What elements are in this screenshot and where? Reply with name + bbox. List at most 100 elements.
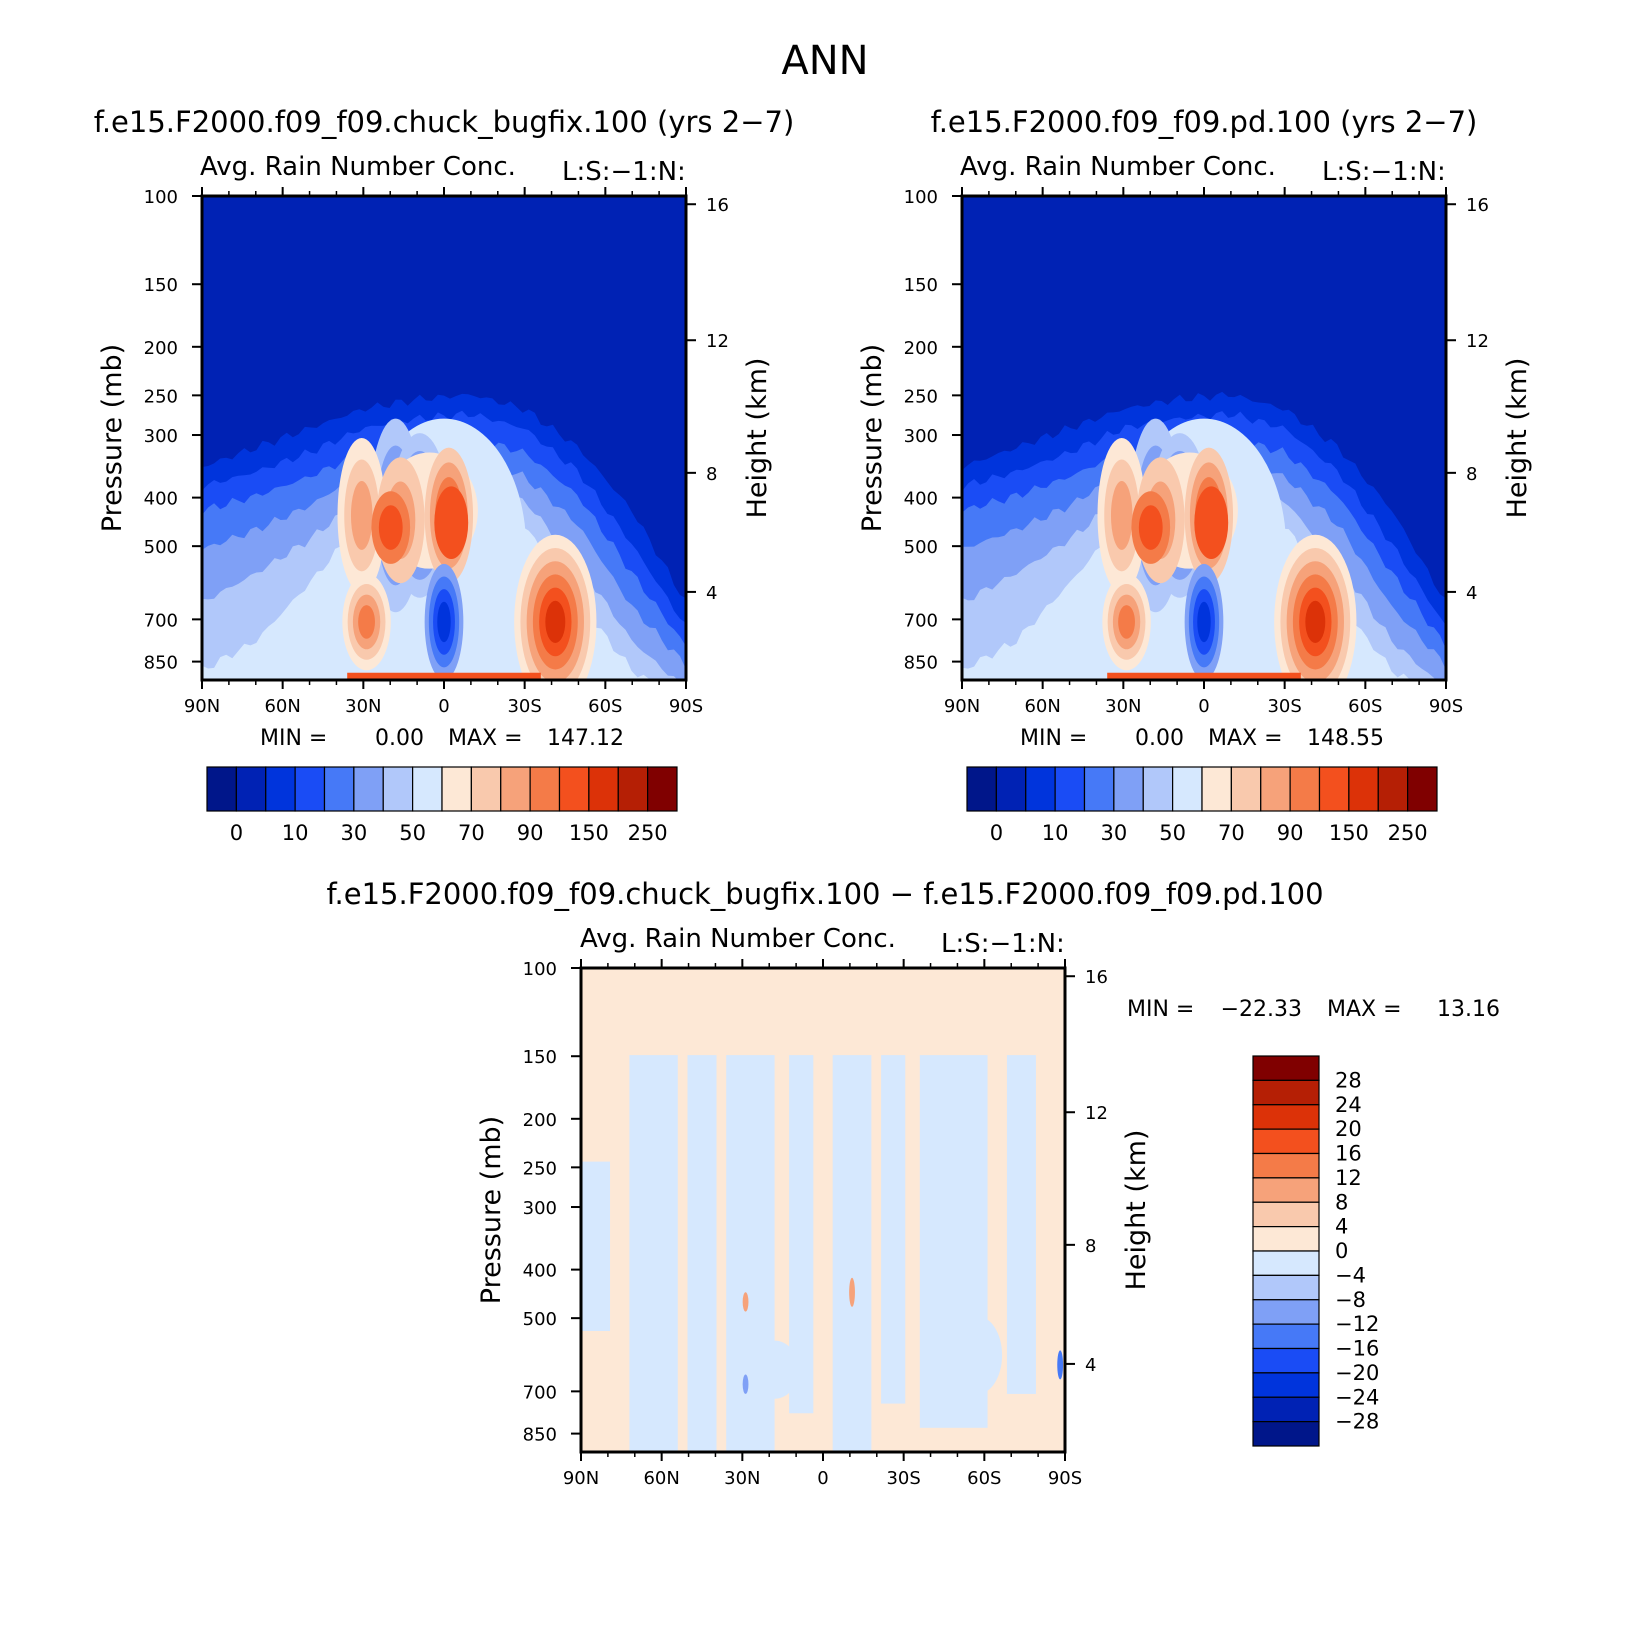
panel-1-contour-blob: [545, 600, 566, 644]
panel-1-ytick-label: 400: [144, 489, 178, 510]
colorbar-swatch: [1252, 1274, 1320, 1301]
panel-1-contour-blob: [434, 486, 469, 559]
panel-3-xtick-label: 60N: [643, 1468, 679, 1489]
panel-2-contour-blob: [1110, 481, 1133, 550]
panel-2-min-value: 0.00: [1135, 726, 1184, 751]
panel-1-ytick-label: 100: [144, 187, 178, 208]
panel-2-max-value: 148.55: [1307, 726, 1384, 751]
panel-3-ytick-label: 700: [523, 1382, 557, 1403]
colorbar-label: 0: [990, 821, 1003, 845]
panel-2-ytick-label: 250: [904, 386, 938, 407]
colorbar-swatch: [1083, 766, 1115, 812]
colorbar-label: 0: [1335, 1239, 1348, 1263]
panel-3-contour-band: [832, 1055, 872, 1452]
panel-1-xtick-label: 30S: [507, 696, 541, 717]
panel-2-contour-blob: [1194, 486, 1229, 559]
panel-2-ylabel: Pressure (mb): [857, 344, 888, 532]
panel-2-xtick-label: 60N: [1024, 696, 1060, 717]
panel-1-ylabel-right: Height (km): [742, 358, 773, 519]
colorbar-swatch: [1407, 766, 1438, 812]
colorbar-label: 10: [1042, 821, 1069, 845]
colorbar-swatch: [323, 766, 355, 812]
colorbar-label: −16: [1335, 1337, 1379, 1361]
colorbar-swatch: [558, 766, 590, 812]
colorbar-swatch: [500, 766, 531, 812]
panel-1-xtick-label: 0: [438, 696, 449, 717]
panel-3-xtick-label: 90S: [1048, 1468, 1082, 1489]
panel-2-ytick-label: 400: [904, 489, 938, 510]
panel-2-contour-blob: [1118, 605, 1135, 639]
panel-1-xtick-label: 90N: [184, 696, 220, 717]
panel-3-max-value: 13.16: [1437, 997, 1500, 1022]
colorbar-label: 24: [1335, 1093, 1362, 1117]
colorbar-label: −28: [1335, 1410, 1379, 1434]
colorbar-swatch: [1252, 1104, 1320, 1130]
panel-3-ytick-right-label: 4: [1085, 1355, 1096, 1376]
panel-2-ytick-right-label: 16: [1466, 195, 1489, 216]
colorbar-swatch: [1348, 766, 1379, 812]
panel-2-ytick-label: 300: [904, 426, 938, 447]
panel-3-corner-label: L:S:−1:N:: [941, 929, 1065, 959]
panel-3-ylabel: Pressure (mb): [476, 1116, 507, 1304]
panel-1-ytick-label: 150: [144, 275, 178, 296]
colorbar-swatch: [265, 766, 296, 812]
colorbar-swatch: [1260, 766, 1291, 812]
panel-3-ytick-label: 500: [523, 1309, 557, 1330]
colorbar-swatch: [412, 766, 443, 812]
panel-2-ytick-right-label: 4: [1466, 583, 1477, 604]
colorbar-swatch: [1252, 1152, 1320, 1179]
colorbar-swatch: [1252, 1177, 1320, 1203]
panel-2-xtick-label: 0: [1198, 696, 1209, 717]
colorbar-label: −8: [1335, 1288, 1366, 1312]
panel-3-ytick-label: 150: [523, 1047, 557, 1068]
panel-2-ytick-label: 500: [904, 537, 938, 558]
colorbar-label: 150: [569, 821, 609, 845]
panel-3-contour-blob: [750, 1340, 799, 1399]
colorbar-label: 10: [282, 821, 309, 845]
colorbar-label: 8: [1335, 1190, 1348, 1214]
panel-1-ytick-label: 500: [144, 537, 178, 558]
panel-3-axes: 90N 60N 30N 0 30S 60S 90S 100 150 200 250 300 400 500…: [523, 959, 1108, 1489]
colorbar-label: −24: [1335, 1385, 1379, 1409]
panel-2-xtick-label: 90S: [1429, 696, 1463, 717]
panel-3-contour-blob: [849, 1277, 855, 1307]
panel-3-contour-band: [881, 1055, 906, 1404]
panel-1-ytick-label: 250: [144, 386, 178, 407]
panel-2-contour-blob: [1305, 600, 1326, 644]
panel-1-xtick-label: 30N: [345, 696, 381, 717]
panel-3-ylabel-right: Height (km): [1121, 1130, 1152, 1291]
panel-2-corner-label: L:S:−1:N:: [1322, 157, 1446, 187]
colorbar-label: 90: [517, 821, 544, 845]
panel-1-plot-area: [202, 196, 686, 680]
colorbar-label: −20: [1335, 1361, 1379, 1385]
colorbar-swatch: [966, 766, 997, 812]
colorbar-swatch: [382, 766, 414, 812]
panel-1-corner-label: L:S:−1:N:: [562, 157, 686, 187]
colorbar-swatch: [235, 766, 267, 812]
panel-2-ytick-label: 100: [904, 187, 938, 208]
panel-1-ytick-label: 300: [144, 426, 178, 447]
panel-2-surface-strip: [1107, 672, 1301, 680]
colorbar-swatch: [1252, 1226, 1320, 1252]
panel-3-contour-band: [687, 1055, 717, 1452]
panel-2-ytick-label: 850: [904, 653, 938, 674]
panel-3-ytick-right-label: 16: [1085, 967, 1108, 988]
panel-2-xtick-label: 60S: [1348, 696, 1382, 717]
panel-1-ytick-label: 700: [144, 610, 178, 631]
panel-3-contour-band: [581, 1161, 611, 1331]
panel-2-subtitle: Avg. Rain Number Conc.: [960, 152, 1276, 182]
colorbar-swatch: [1252, 1372, 1320, 1398]
colorbar-swatch: [1252, 1055, 1320, 1081]
panel-1-contour-blob: [350, 481, 373, 550]
colorbar-swatch: [1172, 766, 1203, 812]
panel-3-max-label: MAX =: [1327, 997, 1402, 1022]
colorbar-swatch: [1230, 766, 1262, 812]
colorbar-swatch: [1252, 1250, 1320, 1276]
panel-1-max-value: 147.12: [547, 726, 624, 751]
panel-2-ytick-label: 700: [904, 610, 938, 631]
panel-3-ytick-label: 100: [523, 959, 557, 980]
panel-2-ytick-label: 150: [904, 275, 938, 296]
colorbar-swatch: [588, 766, 619, 812]
colorbar-swatch: [1377, 766, 1409, 812]
